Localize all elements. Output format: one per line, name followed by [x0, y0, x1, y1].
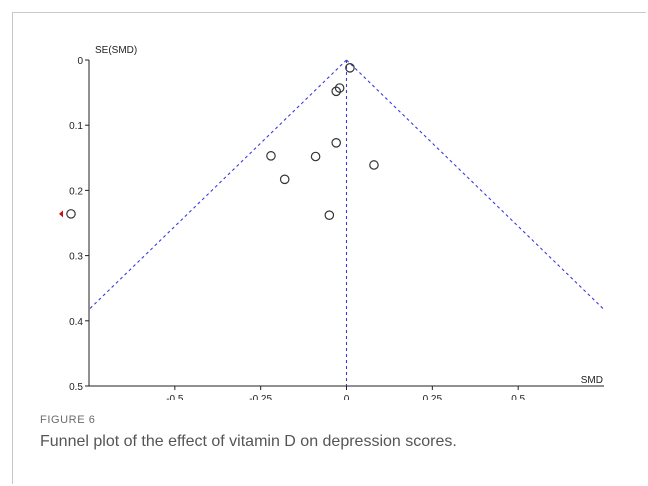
- study-point-offscale: [66, 209, 76, 219]
- x-tick-label: -0.5: [166, 394, 184, 400]
- figure-label: FIGURE 6: [40, 414, 96, 426]
- axes: 0 0.1 0.2 0.3 0.4 0.5 -0.5 -0.25 0 0.25 0.5: [69, 56, 604, 400]
- y-tick-label: 0.2: [69, 186, 83, 197]
- figure-caption: Funnel plot of the effect of vitamin D o…: [40, 433, 457, 450]
- x-tick-label: 0.5: [511, 394, 525, 400]
- y-axis-title: SE(SMD): [95, 45, 137, 56]
- study-point: [324, 210, 335, 220]
- data-points: [59, 63, 379, 220]
- x-tick-label: -0.25: [249, 394, 272, 400]
- study-point: [331, 86, 341, 97]
- study-point: [345, 63, 355, 73]
- y-tick-label: 0.5: [69, 382, 83, 393]
- study-point: [334, 83, 345, 93]
- study-point: [279, 174, 290, 185]
- study-point: [369, 160, 379, 170]
- y-tick-label: 0: [77, 56, 83, 67]
- y-tick-label: 0.1: [69, 121, 83, 132]
- study-point: [331, 138, 341, 148]
- study-point: [266, 151, 276, 161]
- funnel-lines: [88, 59, 605, 386]
- x-axis-title: SMD: [581, 375, 603, 386]
- funnel-right-line: [346, 59, 605, 310]
- x-tick-label: 0: [344, 394, 350, 400]
- study-point: [310, 151, 321, 162]
- y-tick-label: 0.3: [69, 252, 83, 263]
- y-tick-label: 0.4: [69, 317, 83, 328]
- funnel-plot: SE(SMD) SMD 0 0.1 0.2 0.3 0.4 0.5 -0.5 -0.25 0 0.…: [59, 45, 605, 400]
- figure-frame: [12, 12, 646, 484]
- offscale-arrow-icon: [59, 210, 63, 218]
- x-tick-label: 0.25: [423, 394, 443, 400]
- funnel-left-line: [88, 59, 347, 310]
